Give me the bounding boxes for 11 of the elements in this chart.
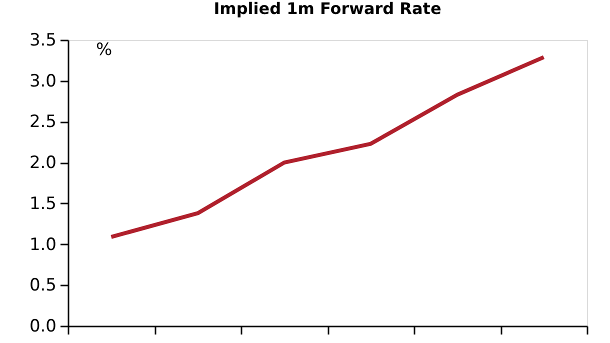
line-series (109, 55, 546, 239)
y-tick-label: 1.5 (29, 194, 56, 214)
y-tick-label: 3.5 (29, 30, 56, 50)
y-tick-label: 2.5 (29, 112, 56, 132)
annotation: % (96, 40, 112, 60)
y-tick-label: 2.0 (29, 153, 56, 174)
chart-title: Implied 1m Forward Rate (214, 0, 442, 18)
y-tick-label: 1.0 (29, 234, 56, 255)
y-tick-label: 3.0 (29, 71, 56, 92)
y-tick-label: 0.5 (29, 276, 56, 296)
y-tick-label: 0.0 (29, 316, 56, 336)
